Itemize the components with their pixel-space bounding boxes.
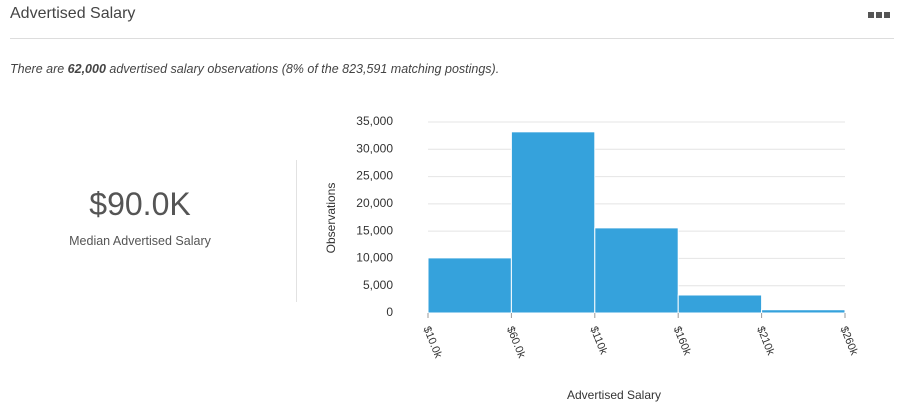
- summary-count: 62,000: [67, 62, 106, 76]
- x-tick-label: $110k: [587, 325, 609, 357]
- bar: [677, 294, 763, 314]
- x-tick-label: $60.0k: [504, 325, 528, 361]
- y-tick-label: 25,000: [356, 169, 393, 183]
- x-tick-label: $260k: [838, 325, 861, 358]
- y-tick-label: 20,000: [356, 196, 393, 210]
- summary: There are 62,000 advertised salary obser…: [10, 62, 499, 76]
- y-tick-label: 30,000: [356, 141, 393, 155]
- x-axis-title: Advertised Salary: [567, 388, 661, 402]
- y-tick-label: 35,000: [356, 114, 393, 128]
- bar: [761, 309, 846, 314]
- y-axis-title: Observations: [324, 183, 338, 254]
- x-tick-label: $210k: [754, 325, 777, 358]
- menu-button[interactable]: [868, 12, 890, 18]
- y-tick-label: 0: [386, 305, 393, 319]
- y-tick-label: 10,000: [356, 251, 393, 265]
- stat-label: Median Advertised Salary: [69, 234, 211, 248]
- header-rule: [10, 38, 894, 39]
- y-tick-label: 15,000: [356, 223, 393, 237]
- summary-text: There are: [10, 62, 68, 76]
- bar: [594, 227, 679, 314]
- y-tick-label: 5,000: [363, 278, 393, 292]
- x-tick-label: $160k: [671, 325, 694, 358]
- x-tick-label: $10.0k: [421, 325, 445, 361]
- stat-value: $90.0K: [89, 186, 191, 222]
- bar: [427, 257, 512, 314]
- panel-title: Advertised Salary: [10, 5, 136, 22]
- bar: [510, 131, 596, 314]
- summary-text: advertised salary observations (8% of th…: [105, 62, 500, 76]
- divider: [296, 160, 297, 302]
